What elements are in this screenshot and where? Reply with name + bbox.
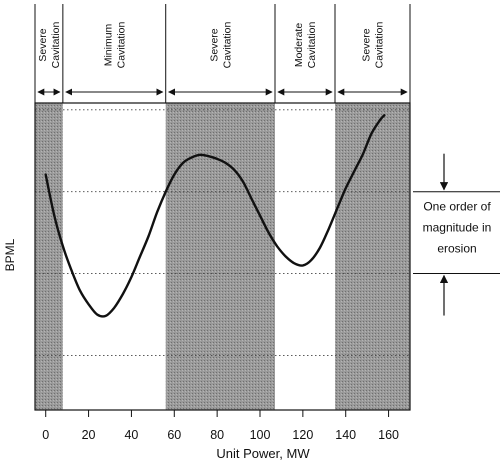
data-point-12 [147,235,149,237]
region-label-1: MinimumCavitation [102,22,127,69]
data-point-27 [276,245,278,247]
data-point-40 [383,114,385,116]
x-tick-label-7: 140 [335,428,356,442]
x-tick-label-6: 120 [292,428,313,442]
data-point-36 [353,170,355,172]
shaded-region-2 [165,103,275,410]
data-point-28 [285,255,287,257]
magnitude-text-line-1: magnitude in [423,221,492,235]
data-point-19 [207,155,209,157]
data-point-20 [216,158,218,160]
data-point-32 [319,246,321,248]
data-point-26 [267,231,269,233]
data-point-23 [242,180,244,182]
data-point-13 [156,211,158,213]
data-point-24 [250,197,252,199]
region-label-0: SevereCavitation [37,22,62,69]
data-point-22 [233,169,235,171]
region-label-3: ModerateCavitation [293,22,318,69]
data-point-7 [105,315,107,317]
data-point-16 [182,162,184,164]
region-labels: SevereCavitation MinimumCavitation SevereC… [34,4,411,103]
data-point-37 [362,153,364,155]
y-axis-label: BPML [3,238,17,271]
data-point-2 [62,245,64,247]
data-point-6 [96,313,98,315]
data-point-9 [122,293,124,295]
data-point-39 [379,119,381,121]
data-point-4 [79,289,81,291]
data-point-31 [310,259,312,261]
x-axis-label: Unit Power, MW [216,446,310,461]
gridlines [35,109,410,356]
magnitude-text-line-0: One order of [423,200,491,214]
data-point-10 [130,276,132,278]
data-point-25 [259,214,261,216]
data-point-14 [165,190,167,192]
shaded-region-4 [335,103,410,410]
data-point-29 [293,262,295,264]
x-tick-label-3: 60 [167,428,181,442]
data-point-1 [53,214,55,216]
x-tick-label-4: 80 [210,428,224,442]
data-point-30 [302,264,304,266]
data-point-11 [139,255,141,257]
data-point-38 [370,133,372,135]
data-point-34 [336,208,338,210]
plot-frame [34,102,411,411]
x-tick-label-8: 160 [378,428,399,442]
region-shading [35,103,410,410]
data-point-5 [87,303,89,305]
shaded-region-0 [35,103,63,410]
data-point-18 [199,154,201,156]
region-label-2: SevereCavitation [208,22,233,69]
data-point-8 [113,306,115,308]
x-tick-label-0: 0 [42,428,49,442]
magnitude-annotation: One order of magnitude in erosion [413,153,500,316]
series-line [44,114,386,318]
x-axis-ticks: 0 20 40 60 80 100 120 140 160 [42,410,399,442]
region-label-4: SevereCavitation [361,22,386,69]
x-tick-label-2: 40 [124,428,138,442]
data-point-15 [173,173,175,175]
x-tick-label-1: 20 [82,428,96,442]
plot-border [34,102,411,411]
data-point-35 [345,187,347,189]
data-point-33 [327,228,329,230]
data-point-0 [45,173,47,175]
data-point-17 [190,156,192,158]
x-tick-label-5: 100 [250,428,271,442]
data-point-3 [70,269,72,271]
magnitude-text-line-2: erosion [437,242,476,256]
data-point-21 [225,162,227,164]
